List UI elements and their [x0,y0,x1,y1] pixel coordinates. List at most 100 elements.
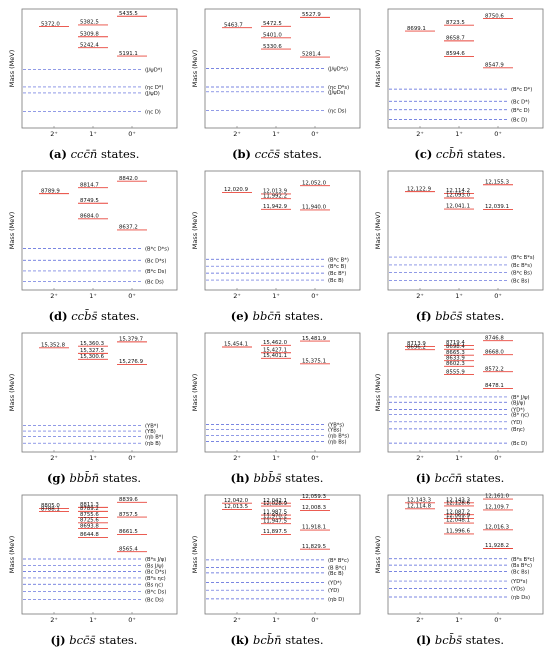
plot-frame [387,494,544,615]
panel-label: (g) [46,471,66,485]
x-tick-label: 1⁺ [455,130,463,138]
state-value-label: 8805.0 [41,503,60,509]
panel-caption: (h) bbb̄s̄ states. [189,471,365,485]
x-tick-label: 2⁺ [416,130,424,138]
panel-label: (b) [232,147,251,161]
state-value-label: 12,122.9 [407,186,432,192]
y-axis-label: Mass (MeV) [374,536,382,574]
threshold-label: (ηb B) [145,441,161,447]
state-value-label: 12,093.0 [446,193,471,199]
state-value-label: 8725.6 [80,518,99,524]
threshold-label: (J/ψDs) [328,90,345,96]
panel-caption-suffix: states. [465,633,505,647]
y-axis-label: Mass (MeV) [191,374,199,412]
panel-system: bbb̄n̄ [69,471,100,485]
state-value-label: 12,020.9 [224,187,249,193]
panel-system: bbb̄s̄ [253,471,282,485]
x-tick-label: 0⁺ [311,454,319,462]
state-value-label: 12,069.9 [446,513,471,519]
threshold-label: (ηc D) [145,110,161,116]
state-value-label: 15,454.1 [224,342,248,348]
plot-frame [21,332,178,453]
plot-frame [204,332,361,453]
y-axis-label: Mass (MeV) [374,212,382,250]
x-tick-label: 1⁺ [89,616,97,624]
state-value-label: 5191.1 [119,51,138,57]
state-value-label: 8789.9 [41,188,60,194]
state-value-label: 5463.7 [224,22,243,28]
panel-caption-suffix: states. [99,633,138,647]
state-value-label: 8842.0 [119,176,138,182]
state-value-label: 11,940.0 [302,205,327,211]
threshold-label: (Bc B) [328,571,344,577]
state-value-label: 5330.6 [263,44,282,50]
state-value-label: 8658.7 [446,36,465,42]
x-tick-label: 0⁺ [494,616,502,624]
threshold-label: (ηb B*s) [328,433,349,439]
threshold-label: (Bc Bs) [511,570,529,576]
plot-frame [21,170,178,291]
threshold-label: (ΥDs) [511,587,525,593]
threshold-label: (B* J/ψ) [511,395,530,401]
threshold-label: (Bc D*) [511,99,530,105]
level-chart: Mass (MeV) 2⁺ 1⁺ 0⁺ (B*c D*s) (Bc D*s) (B*c Ds… [8,170,178,300]
panel-system: ccc̄s̄ [254,147,280,161]
threshold-label: (ηc D*s) [328,85,349,91]
panel-system: bcc̄s̄ [69,633,96,647]
state-value-label: 8478.1 [485,383,504,389]
state-value-label: 8661.5 [119,529,138,535]
state-value-label: 8814.7 [80,182,99,188]
state-value-label: 11,928.2 [485,543,509,549]
x-tick-label: 1⁺ [89,130,97,138]
threshold-label: (ΥD) [328,588,339,594]
x-tick-label: 1⁺ [455,292,463,300]
panel-caption: (e) bbc̄n̄ states. [189,309,365,323]
state-value-label: 15,300.6 [80,354,105,360]
threshold-label: (Bc Bs) [511,278,529,284]
state-value-label: 8749.5 [80,198,99,204]
state-value-label: 11,942.9 [263,204,288,210]
state-value-label: 5372.0 [41,21,60,27]
threshold-label: (Bc B) [328,278,344,284]
panel-label: (c) [414,147,433,161]
panel-caption: (k) bcb̄n̄ states. [189,633,365,647]
panel-label: (d) [48,309,68,323]
panel-caption: (g) bbb̄n̄ states. [6,471,182,485]
state-value-label: 15,352.8 [41,343,66,349]
panel-label: (a) [48,147,67,161]
y-axis-label: Mass (MeV) [374,50,382,88]
threshold-label: (J/ψD*s) [328,67,348,73]
threshold-label: (Bc B*s) [511,263,532,269]
state-value-label: 8637.2 [119,225,138,231]
x-tick-label: 2⁺ [50,130,58,138]
panel-label: (f) [415,309,432,323]
state-value-label: 11,970.2 [263,513,287,519]
state-value-label: 11,918.1 [302,525,326,531]
state-value-label: 11,947.5 [263,518,287,524]
threshold-label: (Bs ηc) [145,582,163,588]
state-value-label: 5309.8 [80,31,99,37]
panel-caption: (d) ccb̄s̄ states. [6,309,182,323]
level-chart: Mass (MeV) 2⁺ 1⁺ 0⁺ (B* B*c)(B B*c)(Bc B) (ΥD… [191,494,361,624]
threshold-label: (ηc Ds) [328,108,347,114]
threshold-label: (ηc D*) [145,85,163,91]
state-value-label: 8633.9 [446,355,465,361]
level-chart: Mass (MeV) 2⁺ 1⁺ 0⁺ (J/ψD*s) (ηc D*s)(J/ψDs) (… [191,8,361,138]
y-axis-label: Mass (MeV) [8,536,16,574]
plot-frame [204,170,361,291]
state-value-label: 8757.5 [119,512,138,518]
y-axis-label: Mass (MeV) [374,374,382,412]
threshold-label: (Bs J/ψ) [145,563,164,569]
state-value-label: 12,128.6 [446,501,471,507]
threshold-label: (ηb Bs) [328,439,347,445]
y-axis-label: Mass (MeV) [8,212,16,250]
state-value-label: 15,462.0 [263,340,288,346]
state-value-label: 15,360.3 [80,341,104,347]
y-axis-label: Mass (MeV) [8,50,16,88]
state-value-label: 8547.9 [485,62,504,68]
threshold-label: (B*c B*) [328,257,349,263]
state-value-label: 5281.4 [302,52,321,58]
threshold-label: (Bc D) [511,118,527,124]
state-value-label: 12,013.5 [224,504,248,510]
level-chart: Mass (MeV) 2⁺ 1⁺ 0⁺ (B* J/ψ)(BJ/ψ)(ΥD*)(B* η… [374,332,544,462]
